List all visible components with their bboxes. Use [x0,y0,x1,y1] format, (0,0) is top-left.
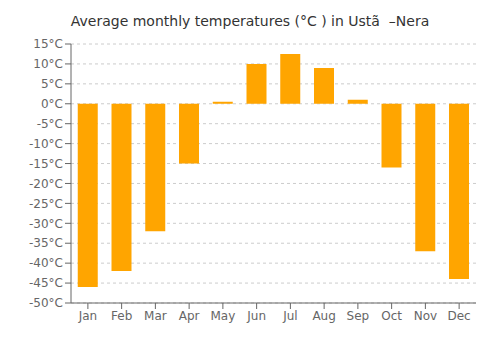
svg-text:Sep: Sep [347,309,370,323]
svg-text:Jul: Jul [282,309,297,323]
html-text:Average monthly temperatures (: Average monthly temperatures (°C ) in Us… [70,13,430,29]
svg-text:-45°C: -45°C [29,276,63,290]
svg-text:Nov: Nov [414,309,437,323]
svg-text:5°C: 5°C [41,77,63,91]
svg-text:Oct: Oct [381,309,402,323]
svg-text:-25°C: -25°C [29,197,63,211]
svg-text:-10°C: -10°C [29,137,63,151]
svg-text:-30°C: -30°C [29,217,63,231]
svg-text:0°C: 0°C [41,97,63,111]
svg-text:Feb: Feb [111,309,132,323]
svg-text:15°C: 15°C [33,37,63,51]
svg-text:Mar: Mar [144,309,167,323]
svg-text:Dec: Dec [448,309,471,323]
svg-text:-35°C: -35°C [29,236,63,250]
svg-text:-40°C: -40°C [29,256,63,270]
svg-text:Apr: Apr [179,309,200,323]
svg-text:Jan: Jan [78,309,98,323]
svg-text:-50°C: -50°C [29,296,63,310]
svg-text:May: May [210,309,235,323]
svg-text:-15°C: -15°C [29,157,63,171]
svg-text:-5°C: -5°C [37,117,63,131]
svg-text:Jun: Jun [246,309,266,323]
svg-text:-20°C: -20°C [29,177,63,191]
svg-text:10°C: 10°C [33,57,63,71]
svg-text:Aug: Aug [312,309,335,323]
